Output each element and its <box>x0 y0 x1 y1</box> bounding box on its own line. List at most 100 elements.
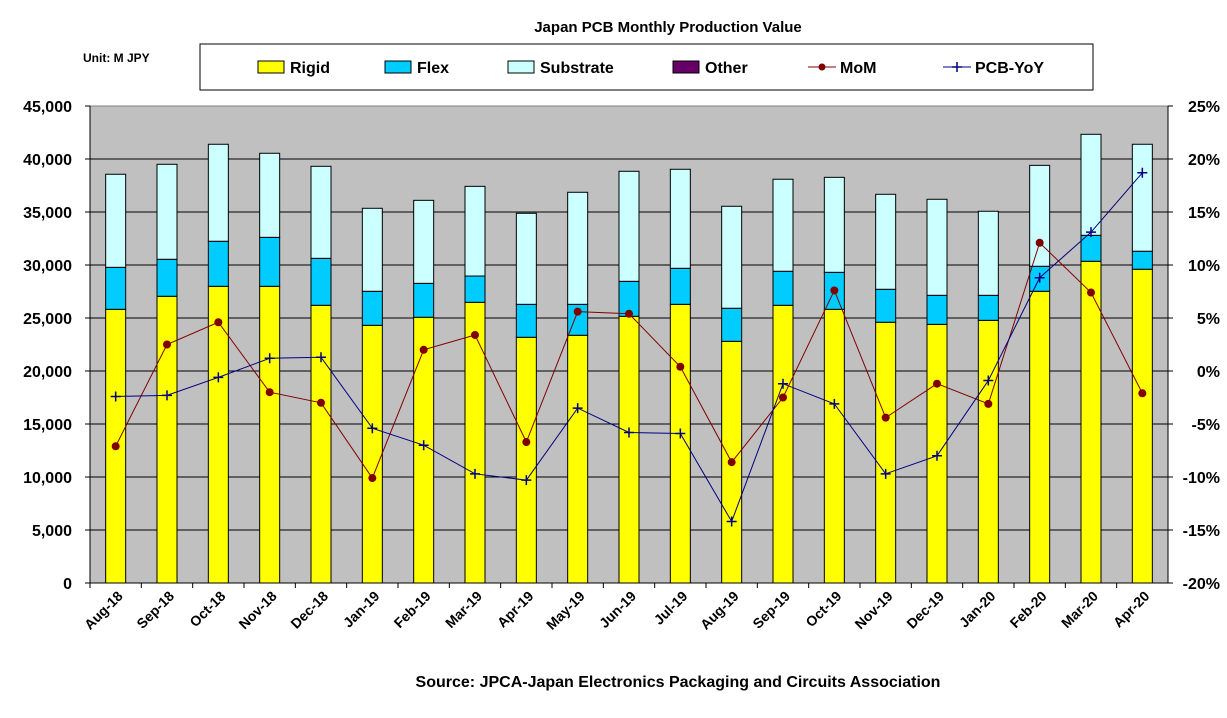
y-tick-label: 45,000 <box>23 99 72 116</box>
bar-rigid <box>1029 290 1051 584</box>
point-pcb-yoy <box>726 516 737 527</box>
point-pcb-yoy <box>264 353 275 364</box>
x-tick-label: Jul-19 <box>651 588 691 628</box>
y2-tick-label: -15% <box>1183 523 1220 540</box>
bar-rigid <box>669 303 691 584</box>
y-tick-label: 5,000 <box>32 523 72 540</box>
point-pcb-yoy <box>675 428 686 439</box>
point-pcb-yoy <box>1137 167 1148 178</box>
bar-substrate <box>464 185 486 277</box>
x-tick-label: Aug-19 <box>697 588 742 633</box>
point-pcb-yoy <box>572 403 583 414</box>
bar-flex <box>1131 250 1153 270</box>
bar-substrate <box>515 212 537 305</box>
point-pcb-yoy <box>213 372 224 383</box>
legend-label: PCB-YoY <box>975 60 1044 77</box>
point-pcb-yoy <box>418 440 429 451</box>
legend-swatch-other <box>672 60 700 74</box>
point-mom <box>1138 389 1147 398</box>
bar-rigid <box>823 308 845 584</box>
point-pcb-yoy <box>367 423 378 434</box>
bar-rigid <box>310 304 332 584</box>
bar-rigid <box>772 304 794 584</box>
x-tick-label: Mar-19 <box>442 588 485 631</box>
bar-flex <box>361 290 383 326</box>
point-pcb-yoy <box>932 450 942 461</box>
bar-flex <box>669 267 691 305</box>
legend-swatch-rigid <box>257 60 285 74</box>
point-mom <box>214 318 223 327</box>
x-tick-label: Feb-20 <box>1007 588 1050 631</box>
y-tick-label: 30,000 <box>23 258 72 275</box>
bar-substrate <box>567 191 589 305</box>
bar-rigid <box>875 321 897 584</box>
point-pcb-yoy <box>880 468 891 479</box>
y2-tick-label: -5% <box>1192 417 1220 434</box>
point-mom <box>1087 288 1095 297</box>
point-mom <box>933 379 941 388</box>
legend-marker <box>818 63 826 71</box>
x-tick-label: Mar-20 <box>1058 588 1101 631</box>
x-tick-label: May-19 <box>543 588 588 633</box>
x-tick-label: Apr-20 <box>1110 588 1153 631</box>
x-tick-label: Aug-18 <box>81 588 126 633</box>
legend-marker <box>952 62 962 72</box>
bar-flex <box>515 303 537 338</box>
point-mom <box>368 474 377 483</box>
bar-rigid <box>259 285 281 584</box>
point-mom <box>111 442 120 451</box>
x-tick-label: Jun-19 <box>596 588 639 631</box>
x-tick-label: Oct-19 <box>802 588 844 630</box>
bar-rigid <box>1080 260 1102 584</box>
bar-substrate <box>207 143 229 242</box>
y2-tick-label: -10% <box>1183 470 1220 487</box>
y2-tick-label: 25% <box>1188 99 1220 116</box>
y2-tick-label: 15% <box>1188 205 1220 222</box>
chart-title: Japan PCB Monthly Production Value <box>534 19 802 36</box>
bar-substrate <box>669 168 691 269</box>
unit-label: Unit: M JPY <box>83 51 150 65</box>
bar-substrate <box>977 210 999 296</box>
bar-substrate <box>1029 164 1051 267</box>
y-tick-label: 10,000 <box>23 470 72 487</box>
y2-tick-label: -20% <box>1183 576 1220 593</box>
point-pcb-yoy <box>624 427 634 438</box>
y-tick-label: 35,000 <box>23 205 72 222</box>
legend-label: MoM <box>840 60 876 77</box>
legend-label: Flex <box>417 60 449 77</box>
bar-rigid <box>361 324 383 584</box>
legend-label: Other <box>705 60 748 77</box>
bar-flex <box>977 294 999 321</box>
bar-rigid <box>618 315 640 584</box>
bar-substrate <box>875 193 897 290</box>
point-mom <box>881 413 890 422</box>
x-tick-label: Sep-19 <box>749 588 793 632</box>
bar-substrate <box>259 152 281 238</box>
point-pcb-yoy <box>983 375 994 386</box>
y-tick-label: 15,000 <box>23 417 72 434</box>
point-pcb-yoy <box>162 390 172 401</box>
legend-label: Rigid <box>290 60 330 77</box>
point-pcb-yoy <box>521 475 532 486</box>
bar-substrate <box>721 205 743 309</box>
bar-substrate <box>823 176 845 273</box>
point-pcb-yoy <box>1086 227 1096 238</box>
bar-substrate <box>1080 133 1102 236</box>
point-mom <box>830 286 839 295</box>
bar-flex <box>875 288 897 323</box>
point-mom <box>676 362 685 371</box>
bar-substrate <box>105 173 127 268</box>
bar-flex <box>259 236 281 287</box>
point-pcb-yoy <box>316 352 326 363</box>
bar-rigid <box>515 336 537 584</box>
legend-label: Substrate <box>540 60 614 77</box>
y2-tick-label: 0% <box>1197 364 1220 381</box>
legend: Rigid Flex Substrate Other MoM PCB-YoY <box>257 60 1044 77</box>
lines <box>110 167 1148 527</box>
point-mom <box>317 398 325 407</box>
x-tick-label: Nov-18 <box>235 588 279 632</box>
x-tick-label: Sep-18 <box>133 588 177 632</box>
legend-swatch-flex <box>384 60 412 74</box>
